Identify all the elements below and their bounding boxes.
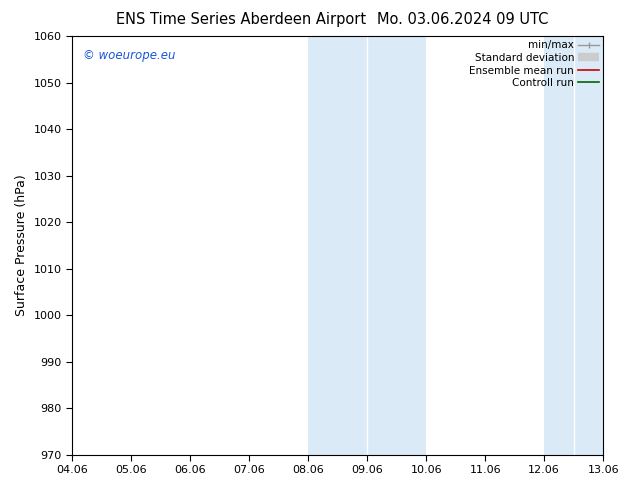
Bar bbox=[574, 36, 603, 455]
Bar bbox=[367, 36, 426, 455]
Bar bbox=[308, 36, 367, 455]
Legend: min/max, Standard deviation, Ensemble mean run, Controll run: min/max, Standard deviation, Ensemble me… bbox=[469, 39, 600, 89]
Text: Mo. 03.06.2024 09 UTC: Mo. 03.06.2024 09 UTC bbox=[377, 12, 548, 27]
Text: © woeurope.eu: © woeurope.eu bbox=[82, 49, 175, 62]
Text: ENS Time Series Aberdeen Airport: ENS Time Series Aberdeen Airport bbox=[116, 12, 366, 27]
Y-axis label: Surface Pressure (hPa): Surface Pressure (hPa) bbox=[15, 174, 28, 316]
Bar bbox=[544, 36, 574, 455]
